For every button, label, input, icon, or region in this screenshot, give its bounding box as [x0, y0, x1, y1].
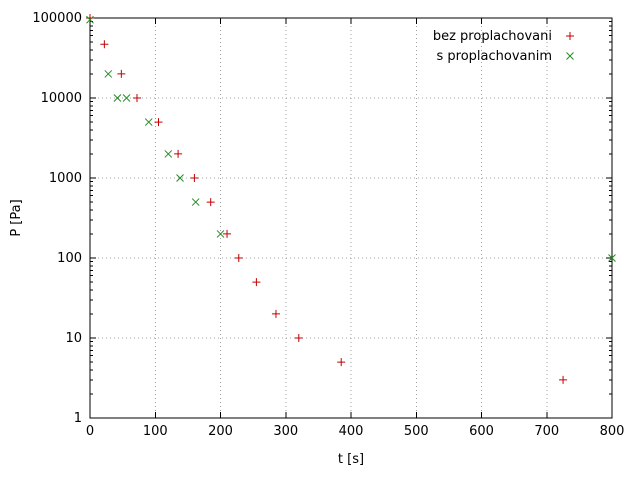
data-point-plus: [252, 278, 261, 287]
x-tick-label: 800: [600, 424, 625, 439]
y-tick-label: 1: [74, 411, 82, 426]
data-point-plus: [190, 174, 199, 182]
x-tick-label: 600: [469, 424, 494, 439]
x-tick-label: 500: [404, 424, 429, 439]
x-tick-label: 100: [143, 424, 168, 439]
data-point-x: [144, 118, 153, 126]
y-tick-label: 100: [57, 251, 82, 266]
x-tick-label: 400: [339, 424, 364, 439]
data-point-plus: [100, 40, 109, 49]
data-point-plus: [337, 358, 346, 367]
data-point-x: [113, 94, 122, 102]
data-point-plus: [174, 149, 183, 158]
data-point-plus: [132, 94, 141, 102]
data-point-plus: [206, 198, 215, 207]
legend-marker-x: [566, 52, 574, 60]
data-point-x: [86, 15, 94, 24]
legend-label: bez proplachovani: [433, 29, 552, 44]
data-point-plus: [234, 254, 243, 262]
y-tick-label: 10000: [41, 91, 82, 106]
y-tick-label: 10: [65, 331, 82, 346]
y-tick-label: 100000: [32, 11, 82, 26]
data-point-plus: [294, 334, 303, 342]
data-point-x: [164, 150, 173, 158]
data-point-x: [608, 254, 616, 262]
data-point-plus: [86, 14, 94, 22]
x-tick-label: 700: [534, 424, 559, 439]
x-tick-label: 200: [208, 424, 233, 439]
x-tick-label: 300: [273, 424, 298, 439]
y-axis-title: P [Pa]: [9, 199, 24, 236]
legend-marker-plus: [566, 32, 574, 40]
data-point-plus: [154, 118, 163, 127]
x-axis-title: t [s]: [338, 452, 364, 467]
data-point-plus: [559, 375, 568, 384]
data-point-x: [176, 174, 184, 182]
data-point-plus: [223, 229, 232, 238]
data-point-x: [191, 198, 200, 206]
data-point-plus: [271, 309, 280, 318]
data-point-x: [104, 70, 113, 78]
legend-label: s proplachovanim: [436, 49, 552, 64]
data-point-plus: [117, 69, 126, 78]
x-tick-label: 0: [86, 424, 94, 439]
data-point-x: [216, 230, 225, 238]
y-tick-label: 1000: [49, 171, 82, 186]
data-point-x: [122, 94, 131, 102]
